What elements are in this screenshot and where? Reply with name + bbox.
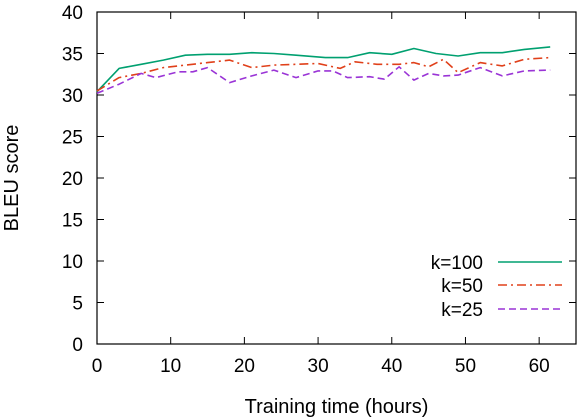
x-axis-label: Training time (hours) (245, 396, 429, 418)
y-tick-label: 35 (62, 45, 83, 66)
legend-label: k=50 (441, 276, 483, 297)
y-tick-label: 10 (62, 252, 83, 273)
x-tick-label: 20 (234, 356, 255, 377)
x-tick-label: 60 (529, 356, 550, 377)
y-tick-label: 5 (72, 294, 83, 315)
series-lines (96, 46, 551, 95)
legend-label: k=25 (441, 300, 483, 321)
series-line-k-50 (96, 56, 551, 92)
plot-frame (96, 11, 577, 345)
x-tick-label: 10 (160, 356, 181, 377)
y-tick-label: 20 (62, 169, 83, 190)
x-tick-label: 40 (381, 356, 402, 377)
y-axis-label: BLEU score (1, 125, 23, 232)
x-tick-label: 50 (455, 356, 476, 377)
legend-label: k=100 (431, 253, 483, 274)
series-line-k-25 (96, 66, 551, 95)
plot-border (96, 11, 577, 345)
y-tick-label: 15 (62, 211, 83, 232)
series-line-k-100 (96, 46, 551, 93)
x-tick-label: 0 (92, 356, 103, 377)
y-tick-label: 25 (62, 128, 83, 149)
x-tick-label: 30 (308, 356, 329, 377)
y-tick-label: 30 (62, 86, 83, 107)
y-tick-label: 40 (62, 3, 83, 24)
axis-ticks: 0 10 20 30 40 50 60 0 5 10 15 20 25 30 35 40 (62, 3, 576, 377)
y-tick-label: 0 (72, 335, 83, 356)
